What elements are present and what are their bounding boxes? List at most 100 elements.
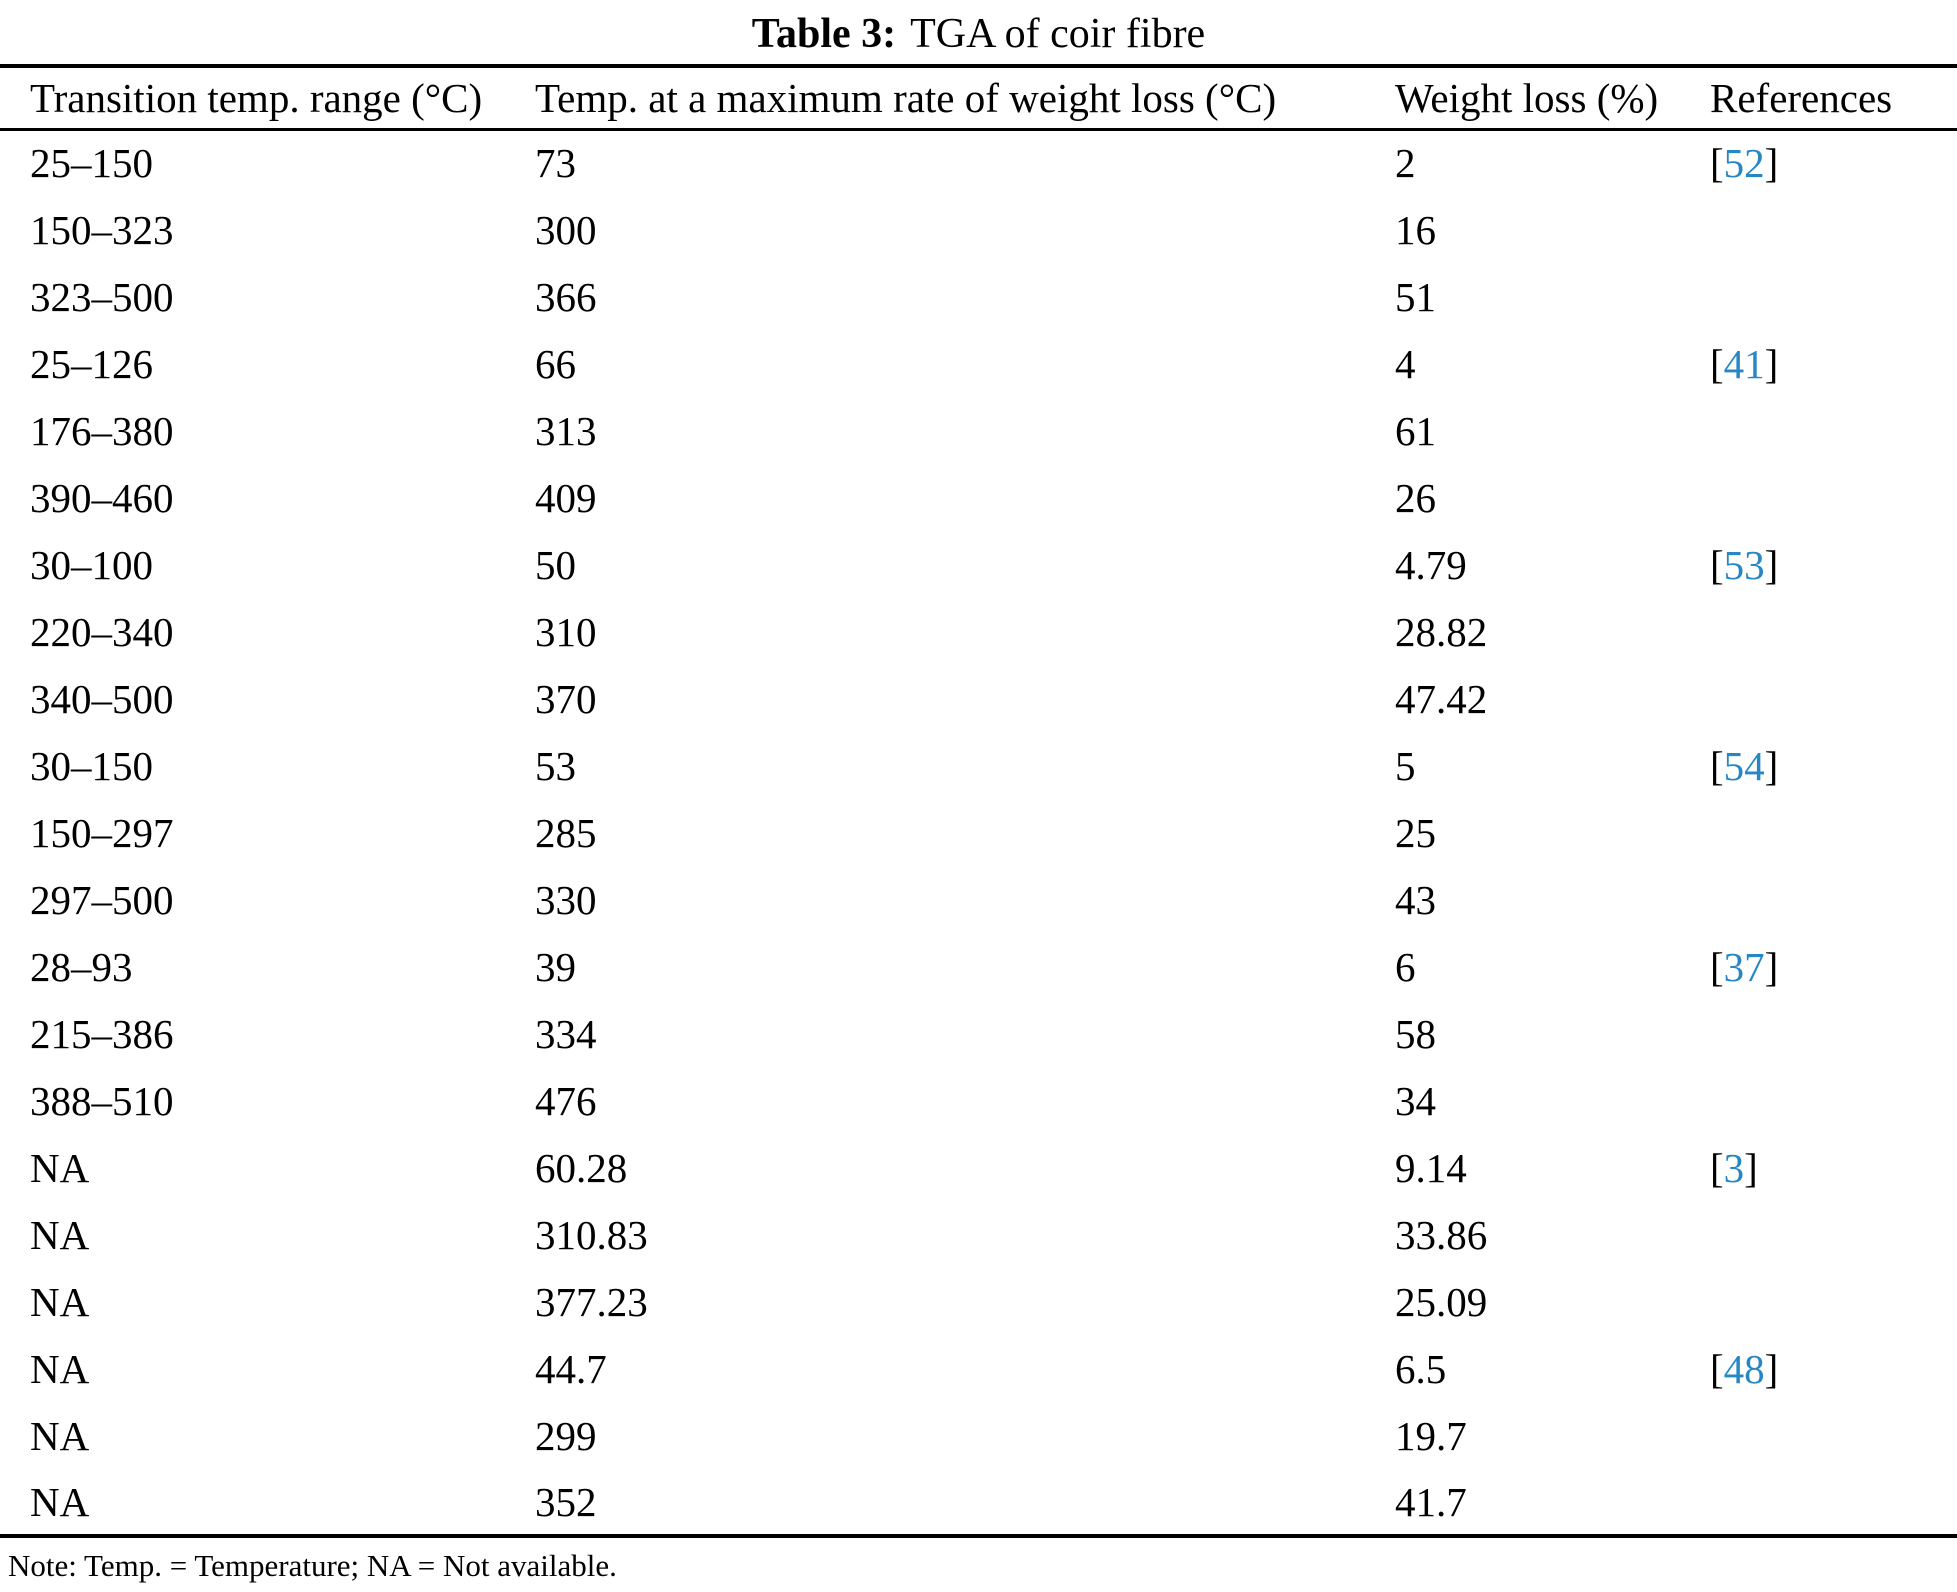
table-row: 390–460 409 26 [0, 464, 1957, 531]
reference-bracket-open: [ [1710, 943, 1724, 990]
table-row: 150–297 285 25 [0, 799, 1957, 866]
reference-citation-link[interactable]: 41 [1723, 340, 1765, 387]
cell-reference [1710, 1402, 1957, 1469]
cell-reference: [53] [1710, 531, 1957, 598]
table-row: 25–150 73 2 [52] [0, 129, 1957, 196]
cell-weight-loss: 28.82 [1395, 608, 1488, 655]
cell-temp-max-rate: 476 [535, 1077, 597, 1124]
reference-bracket-open: [ [1710, 340, 1724, 387]
cell-transition-temp-range: 25–150 [30, 140, 153, 187]
reference-citation-link[interactable]: 52 [1723, 140, 1765, 187]
tga-table: Transition temp. range (°C) Temp. at a m… [0, 64, 1957, 1538]
cell-weight-loss: 34 [1395, 1077, 1436, 1124]
cell-temp-max-rate: 39 [535, 943, 576, 990]
cell-temp-max-rate: 44.7 [535, 1345, 607, 1392]
cell-temp-max-rate: 66 [535, 340, 576, 387]
cell-temp-max-rate: 50 [535, 541, 576, 588]
reference-bracket-open: [ [1710, 1144, 1724, 1191]
cell-weight-loss: 16 [1395, 206, 1436, 253]
cell-reference [1710, 799, 1957, 866]
cell-weight-loss: 19.7 [1395, 1412, 1467, 1459]
cell-weight-loss: 25.09 [1395, 1278, 1488, 1325]
cell-transition-temp-range: NA [30, 1144, 90, 1191]
reference-bracket-open: [ [1710, 541, 1724, 588]
cell-transition-temp-range: 150–297 [30, 809, 174, 856]
table-row: NA 299 19.7 [0, 1402, 1957, 1469]
table-row: 388–510 476 34 [0, 1067, 1957, 1134]
table-row: 220–340 310 28.82 [0, 598, 1957, 665]
cell-transition-temp-range: 25–126 [30, 340, 153, 387]
cell-transition-temp-range: 297–500 [30, 876, 174, 923]
cell-reference [1710, 1268, 1957, 1335]
table-row: 340–500 370 47.42 [0, 665, 1957, 732]
cell-temp-max-rate: 310 [535, 608, 597, 655]
cell-reference: [48] [1710, 1335, 1957, 1402]
cell-temp-max-rate: 352 [535, 1478, 597, 1525]
reference-bracket-open: [ [1710, 742, 1724, 789]
cell-transition-temp-range: 176–380 [30, 407, 174, 454]
cell-temp-max-rate: 300 [535, 206, 597, 253]
cell-transition-temp-range: 30–100 [30, 541, 153, 588]
cell-reference: [41] [1710, 330, 1957, 397]
cell-weight-loss: 5 [1395, 742, 1416, 789]
cell-transition-temp-range: 30–150 [30, 742, 153, 789]
cell-temp-max-rate: 370 [535, 675, 597, 722]
cell-reference [1710, 665, 1957, 732]
table-row: 176–380 313 61 [0, 397, 1957, 464]
cell-transition-temp-range: NA [30, 1278, 90, 1325]
table-row: NA 44.7 6.5 [48] [0, 1335, 1957, 1402]
cell-weight-loss: 4.79 [1395, 541, 1467, 588]
cell-weight-loss: 6 [1395, 943, 1416, 990]
reference-citation-link[interactable]: 54 [1723, 742, 1765, 789]
cell-weight-loss: 2 [1395, 140, 1416, 187]
cell-transition-temp-range: NA [30, 1412, 90, 1459]
cell-reference [1710, 196, 1957, 263]
cell-transition-temp-range: 390–460 [30, 474, 174, 521]
cell-reference [1710, 866, 1957, 933]
reference-bracket-close: ] [1764, 742, 1779, 789]
reference-citation-link[interactable]: 53 [1723, 541, 1765, 588]
cell-temp-max-rate: 377.23 [535, 1278, 648, 1325]
cell-reference: [3] [1710, 1134, 1957, 1201]
table-caption-label: Table 3: [751, 11, 897, 57]
reference-bracket-open: [ [1710, 1345, 1724, 1392]
table-caption-title: TGA of coir fibre [910, 11, 1206, 57]
col-header-weight-loss: Weight loss (%) [1395, 66, 1710, 131]
table-row: NA 352 41.7 [0, 1469, 1957, 1536]
reference-citation-link[interactable]: 3 [1723, 1144, 1745, 1191]
col-header-references: References [1710, 66, 1957, 131]
cell-weight-loss: 9.14 [1395, 1144, 1467, 1191]
col-header-transition-temp-range: Transition temp. range (°C) [0, 66, 535, 131]
cell-reference [1710, 598, 1957, 665]
cell-reference [1710, 1067, 1957, 1134]
reference-citation-link[interactable]: 37 [1723, 943, 1765, 990]
reference-bracket-close: ] [1764, 943, 1779, 990]
cell-temp-max-rate: 60.28 [535, 1144, 628, 1191]
cell-weight-loss: 26 [1395, 474, 1436, 521]
table-body: 25–150 73 2 [52] 150–323 300 16 323–500 … [0, 129, 1957, 1536]
cell-temp-max-rate: 334 [535, 1010, 597, 1057]
cell-temp-max-rate: 73 [535, 140, 576, 187]
cell-temp-max-rate: 330 [535, 876, 597, 923]
table-row: 30–150 53 5 [54] [0, 732, 1957, 799]
cell-reference: [54] [1710, 732, 1957, 799]
cell-transition-temp-range: 215–386 [30, 1010, 174, 1057]
cell-temp-max-rate: 313 [535, 407, 597, 454]
reference-citation-link[interactable]: 48 [1723, 1345, 1765, 1392]
table-row: 323–500 366 51 [0, 263, 1957, 330]
table-row: 297–500 330 43 [0, 866, 1957, 933]
cell-weight-loss: 41.7 [1395, 1478, 1467, 1525]
reference-bracket-close: ] [1764, 1345, 1779, 1392]
cell-weight-loss: 4 [1395, 340, 1416, 387]
cell-transition-temp-range: 150–323 [30, 206, 174, 253]
cell-temp-max-rate: 409 [535, 474, 597, 521]
cell-weight-loss: 33.86 [1395, 1211, 1488, 1258]
cell-temp-max-rate: 310.83 [535, 1211, 648, 1258]
cell-temp-max-rate: 299 [535, 1412, 597, 1459]
cell-weight-loss: 61 [1395, 407, 1436, 454]
table-row: 28–93 39 6 [37] [0, 933, 1957, 1000]
reference-bracket-close: ] [1744, 1144, 1758, 1191]
cell-transition-temp-range: NA [30, 1345, 90, 1392]
cell-reference [1710, 263, 1957, 330]
cell-reference: [37] [1710, 933, 1957, 1000]
